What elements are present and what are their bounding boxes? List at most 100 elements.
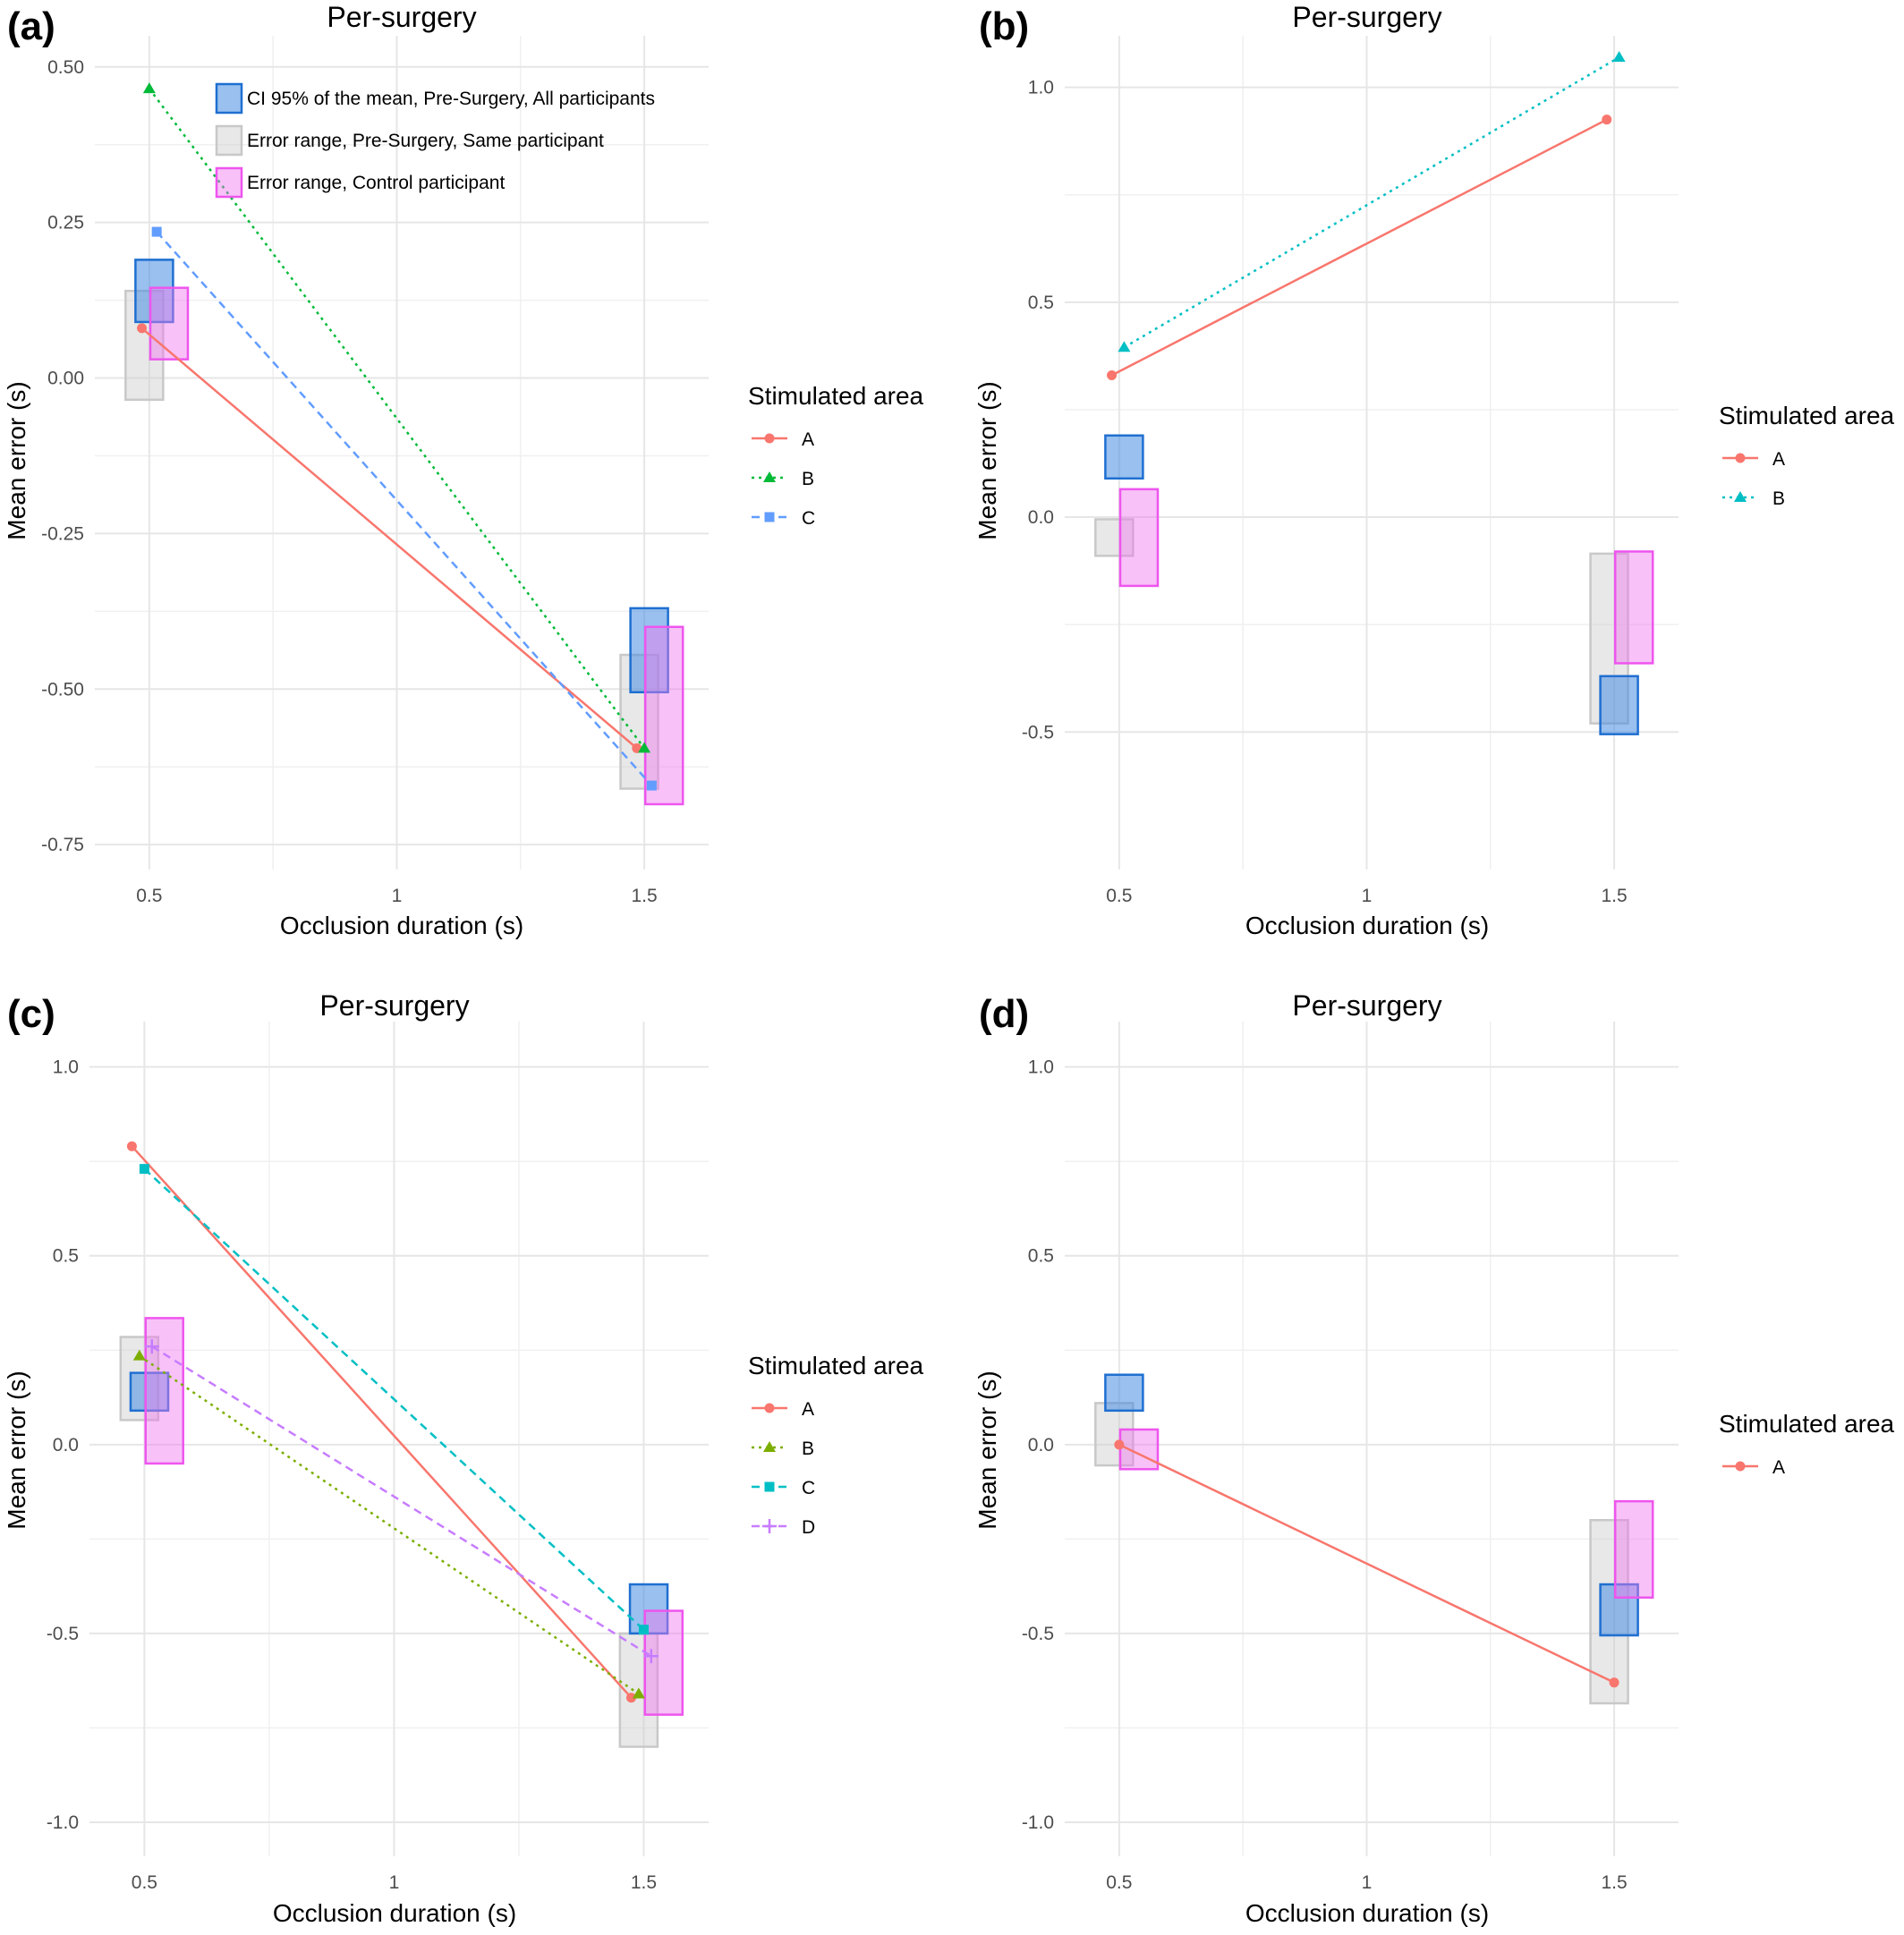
x-tick-label: 1 xyxy=(1362,1872,1373,1893)
same-range-box xyxy=(1094,518,1135,557)
panel-a: (a) Per-surgery -0.75 -0.50 -0.25 0.00 0.25 0… xyxy=(3,1,924,939)
panel-title: Per-surgery xyxy=(1292,989,1441,1022)
legend: AB xyxy=(1722,449,1785,509)
box-legend-label: CI 95% of the mean, Pre-Surgery, All par… xyxy=(247,89,655,109)
ci-range-box xyxy=(129,1371,170,1413)
data-point xyxy=(142,82,156,94)
y-tick-label: -1.0 xyxy=(47,1812,79,1833)
y-axis-title: Mean error (s) xyxy=(973,1371,1001,1529)
data-point xyxy=(764,1481,775,1492)
y-tick-label: 0.5 xyxy=(1028,293,1054,313)
ci-range-box xyxy=(1599,675,1639,735)
legend: ABC xyxy=(752,429,815,529)
panel-d: (d) Per-surgery -1.0 -0.5 0.0 0.5 1.0 0.5 1 1.5… xyxy=(973,989,1895,1927)
legend-label: B xyxy=(802,469,814,489)
data-point xyxy=(1734,491,1747,502)
y-tick-label: 0.5 xyxy=(53,1246,79,1267)
data-point xyxy=(1602,115,1612,125)
series-line-C xyxy=(156,231,653,786)
series-line-D xyxy=(151,1345,652,1658)
data-point xyxy=(1107,370,1118,381)
y-tick-label: -0.50 xyxy=(41,679,84,700)
legend-label: A xyxy=(1772,1457,1785,1478)
series-line-B xyxy=(139,1354,640,1695)
ci-legend-swatch xyxy=(215,82,243,115)
plot-area: -1.0 -0.5 0.0 0.5 1.0 0.5 1 1.5 xyxy=(47,1022,709,1893)
box-legend-label: Error range, Control participant xyxy=(247,173,505,193)
series-line-A xyxy=(131,1145,633,1699)
x-tick-label: 1.5 xyxy=(1601,886,1627,906)
legend-label: B xyxy=(802,1439,814,1459)
data-point xyxy=(632,1687,645,1699)
y-tick-label: 1.0 xyxy=(53,1057,79,1078)
legend: A xyxy=(1722,1457,1785,1478)
legend-label: A xyxy=(802,1399,814,1420)
plot-area: -1.0 -0.5 0.0 0.5 1.0 0.5 1 1.5 xyxy=(1022,1022,1679,1893)
y-tick-label: 0.50 xyxy=(47,57,84,78)
x-tick-label: 1.5 xyxy=(1601,1872,1627,1893)
series-line-A xyxy=(1110,118,1608,377)
x-axis-title: Occlusion duration (s) xyxy=(273,1899,516,1927)
control-range-box xyxy=(1613,550,1654,665)
panel-title: Per-surgery xyxy=(327,1,476,33)
y-axis-title: Mean error (s) xyxy=(3,1371,30,1529)
same-legend-swatch xyxy=(215,124,243,157)
data-point xyxy=(763,1441,776,1452)
data-point xyxy=(764,1403,775,1413)
data-point xyxy=(1735,1461,1746,1472)
legend-title: Stimulated area xyxy=(1719,402,1895,429)
legend-label: D xyxy=(802,1517,815,1538)
x-tick-label: 0.5 xyxy=(1106,886,1132,906)
y-tick-label: 1.0 xyxy=(1028,1057,1054,1078)
series-line-C xyxy=(143,1167,645,1631)
y-tick-label: -0.75 xyxy=(41,835,84,855)
legend-label: B xyxy=(1772,488,1785,509)
ci-range-box xyxy=(134,259,174,324)
data-point xyxy=(643,1649,659,1664)
ci-range-box xyxy=(1104,1373,1144,1413)
plot-area: -0.75 -0.50 -0.25 0.00 0.25 0.50 0.5 1 1.5 xyxy=(41,36,709,906)
y-tick-label: 0.25 xyxy=(47,213,84,233)
ci-range-box xyxy=(629,607,669,694)
y-tick-label: 0.0 xyxy=(1028,507,1054,528)
plot-area: -0.5 0.0 0.5 1.0 0.5 1 1.5 xyxy=(1022,36,1679,906)
y-tick-label: -0.5 xyxy=(47,1624,79,1644)
ci-range-box xyxy=(1599,1583,1639,1637)
series-line-B xyxy=(1123,55,1620,349)
data-point xyxy=(1114,1439,1125,1450)
legend-label: C xyxy=(802,1478,815,1498)
data-point xyxy=(1118,341,1131,352)
control-range-box xyxy=(1118,488,1160,588)
y-tick-label: -0.5 xyxy=(1022,1624,1054,1644)
data-point xyxy=(1735,453,1746,463)
box-legend: CI 95% of the mean, Pre-Surgery, All par… xyxy=(215,82,655,199)
y-tick-label: -1.0 xyxy=(1022,1812,1054,1833)
legend-label: C xyxy=(802,508,815,529)
x-axis-title: Occlusion duration (s) xyxy=(280,912,523,939)
data-point xyxy=(126,1141,137,1151)
y-axis-title: Mean error (s) xyxy=(973,381,1001,539)
data-point xyxy=(638,742,651,753)
x-tick-label: 0.5 xyxy=(132,1872,157,1893)
data-point xyxy=(151,226,162,237)
control-legend-swatch xyxy=(215,166,243,199)
y-tick-label: 0.0 xyxy=(53,1435,79,1455)
data-point xyxy=(638,1625,649,1635)
x-tick-label: 1 xyxy=(392,886,403,906)
x-tick-label: 1.5 xyxy=(631,886,657,906)
x-tick-label: 1.5 xyxy=(631,1872,657,1893)
legend-label: A xyxy=(1772,449,1785,470)
data-point xyxy=(626,1693,636,1703)
legend-label: A xyxy=(802,429,814,450)
data-point xyxy=(137,323,148,334)
y-tick-label: -0.5 xyxy=(1022,722,1054,743)
data-point xyxy=(763,471,776,482)
panel-title: Per-surgery xyxy=(319,989,469,1022)
data-point xyxy=(764,433,775,444)
ci-range-box xyxy=(1104,434,1144,480)
x-tick-label: 1 xyxy=(389,1872,400,1893)
panel-letter: (b) xyxy=(979,4,1029,48)
x-axis-title: Occlusion duration (s) xyxy=(1245,912,1489,939)
panel-b: (b) Per-surgery -0.5 0.0 0.5 1.0 0.5 1 1.5 Occ… xyxy=(973,1,1895,939)
